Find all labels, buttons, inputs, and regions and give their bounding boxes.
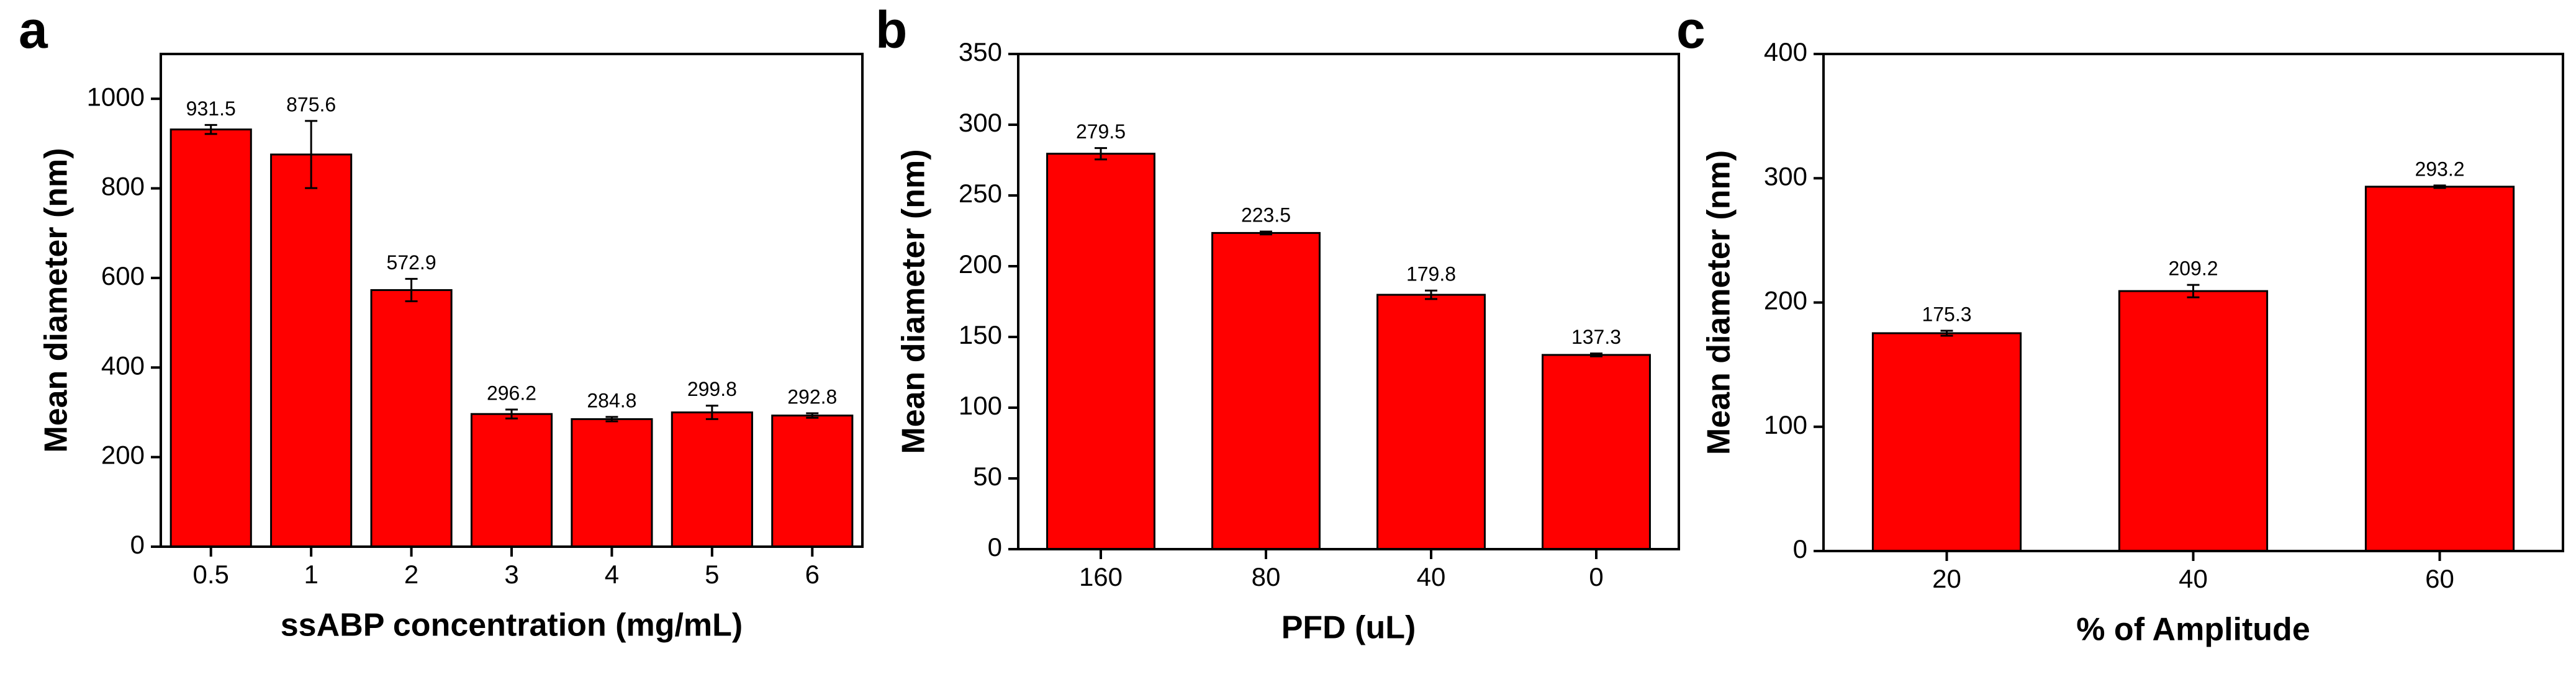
y-axis-title: Mean diameter (nm) — [38, 148, 75, 452]
x-tick-label: 3 — [504, 560, 518, 589]
y-tick-label: 250 — [959, 179, 1002, 208]
y-tick-label: 0 — [130, 530, 145, 559]
y-tick-label: 400 — [1764, 37, 1807, 66]
error-bar — [605, 416, 618, 423]
y-tick-label: 100 — [1764, 410, 1807, 439]
x-tick-label: 6 — [805, 560, 820, 589]
value-label: 572.9 — [387, 251, 436, 274]
bar — [2118, 290, 2269, 552]
x-tick-label: 40 — [1417, 562, 1446, 591]
panel-label: c — [1676, 1, 1706, 59]
value-label: 284.8 — [587, 389, 636, 411]
x-tick-label: 5 — [705, 560, 719, 589]
bar — [270, 153, 353, 548]
y-tick-label: 0 — [1793, 534, 1807, 563]
bar — [470, 413, 553, 548]
y-tick-label: 0 — [988, 532, 1002, 562]
bar — [2364, 186, 2515, 552]
panel-label: a — [19, 1, 48, 59]
x-axis-title: PFD (uL) — [1281, 610, 1416, 646]
y-tick-label: 200 — [959, 249, 1002, 279]
bar — [1376, 294, 1486, 550]
value-label: 296.2 — [487, 382, 536, 404]
panel-label: b — [875, 1, 907, 59]
bar — [1871, 332, 2022, 552]
value-label: 137.3 — [1571, 326, 1621, 348]
y-tick-label: 350 — [959, 37, 1002, 66]
value-label: 179.8 — [1406, 263, 1456, 285]
x-tick-label: 80 — [1252, 562, 1281, 591]
bar — [771, 415, 854, 548]
x-tick-label: 40 — [2179, 564, 2208, 593]
x-tick-label: 160 — [1079, 562, 1123, 591]
value-label: 175.3 — [1922, 303, 1971, 325]
value-label: 292.8 — [787, 385, 837, 408]
error-bar — [705, 405, 718, 420]
bar — [370, 289, 453, 548]
bar-chart: c 0 100 200 300 400 175.3 20 209.2 40 293.2 60 % of … — [1676, 1, 2564, 648]
bar — [671, 411, 753, 548]
error-bar — [1425, 289, 1437, 300]
error-bar — [1940, 330, 1953, 337]
x-axis-title: % of Amplitude — [2076, 612, 2310, 648]
error-bar — [2433, 184, 2446, 189]
plot-frame — [160, 53, 864, 548]
y-tick-label: 300 — [959, 108, 1002, 137]
plot-frame — [1017, 53, 1680, 550]
bar-chart: b 0 50 100 150 200 250 300 350 279.5 160 223.5 80 179… — [875, 1, 1680, 646]
y-tick-label: 800 — [101, 172, 145, 201]
bar — [1542, 354, 1651, 550]
y-tick-label: 150 — [959, 320, 1002, 349]
x-tick-label: 2 — [404, 560, 418, 589]
x-tick-label: 20 — [1932, 564, 1961, 593]
y-axis-title: Mean diameter (nm) — [1701, 150, 1737, 455]
x-tick-label: 0 — [1589, 562, 1603, 591]
y-tick-label: 50 — [973, 462, 1002, 491]
y-axis-title: Mean diameter (nm) — [896, 149, 932, 454]
bar — [1211, 231, 1321, 550]
y-tick-label: 200 — [101, 441, 145, 470]
error-bar — [204, 123, 217, 135]
bar — [1046, 153, 1155, 550]
x-tick-label: 60 — [2425, 564, 2454, 593]
bar — [169, 128, 252, 548]
x-tick-label: 1 — [304, 560, 318, 589]
value-label: 209.2 — [2168, 258, 2218, 280]
error-bar — [505, 408, 518, 419]
value-label: 299.8 — [687, 378, 737, 400]
error-bar — [1095, 147, 1107, 161]
value-label: 223.5 — [1241, 204, 1291, 226]
error-bar — [405, 277, 418, 303]
y-tick-label: 1000 — [87, 82, 145, 111]
value-label: 279.5 — [1076, 120, 1126, 143]
y-tick-label: 600 — [101, 261, 145, 290]
x-axis-title: ssABP concentration (mg/mL) — [281, 608, 743, 643]
error-bar — [806, 412, 819, 419]
error-bar — [2187, 284, 2200, 298]
value-label: 875.6 — [286, 93, 336, 115]
plot-frame — [1822, 53, 2564, 552]
error-bar — [1260, 230, 1272, 236]
x-tick-label: 0.5 — [193, 560, 229, 589]
error-bar — [305, 120, 318, 189]
bar — [571, 418, 653, 548]
y-tick-label: 300 — [1764, 161, 1807, 191]
bar-chart: a 0 200 400 600 800 1000 931.5 0.5 875.6 1 572.9 2 29… — [19, 1, 864, 643]
value-label: 931.5 — [186, 97, 236, 120]
error-bar — [1590, 352, 1602, 357]
x-tick-label: 4 — [605, 560, 619, 589]
y-tick-label: 200 — [1764, 286, 1807, 315]
y-tick-label: 400 — [101, 351, 145, 380]
value-label: 293.2 — [2415, 158, 2464, 180]
y-tick-label: 100 — [959, 391, 1002, 420]
